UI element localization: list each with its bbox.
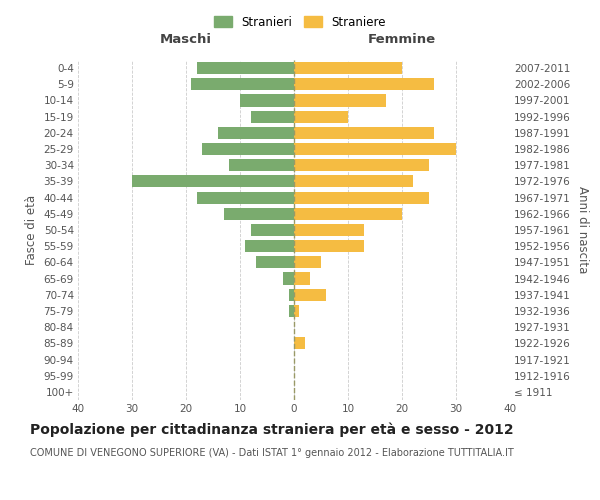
Bar [251,110,294,122]
Bar [224,208,294,220]
Bar [294,208,402,220]
Bar [294,240,364,252]
Bar [240,94,294,106]
Bar [294,338,305,349]
Bar [132,176,294,188]
Bar [245,240,294,252]
Bar [294,272,310,284]
Y-axis label: Fasce di età: Fasce di età [25,195,38,265]
Text: COMUNE DI VENEGONO SUPERIORE (VA) - Dati ISTAT 1° gennaio 2012 - Elaborazione TU: COMUNE DI VENEGONO SUPERIORE (VA) - Dati… [30,448,514,458]
Bar [294,78,434,90]
Bar [294,110,348,122]
Bar [294,305,299,317]
Y-axis label: Anni di nascita: Anni di nascita [577,186,589,274]
Bar [294,176,413,188]
Bar [294,143,456,155]
Text: Maschi: Maschi [160,34,212,46]
Bar [229,159,294,172]
Text: Popolazione per cittadinanza straniera per età e sesso - 2012: Popolazione per cittadinanza straniera p… [30,422,514,437]
Bar [294,224,364,236]
Bar [202,143,294,155]
Bar [283,272,294,284]
Bar [251,224,294,236]
Bar [197,62,294,74]
Bar [294,288,326,301]
Bar [294,94,386,106]
Legend: Stranieri, Straniere: Stranieri, Straniere [209,11,391,34]
Bar [294,127,434,139]
Bar [294,159,429,172]
Bar [294,192,429,203]
Bar [289,305,294,317]
Bar [294,256,321,268]
Bar [191,78,294,90]
Bar [197,192,294,203]
Text: Femmine: Femmine [368,34,436,46]
Bar [256,256,294,268]
Bar [294,62,402,74]
Bar [289,288,294,301]
Bar [218,127,294,139]
